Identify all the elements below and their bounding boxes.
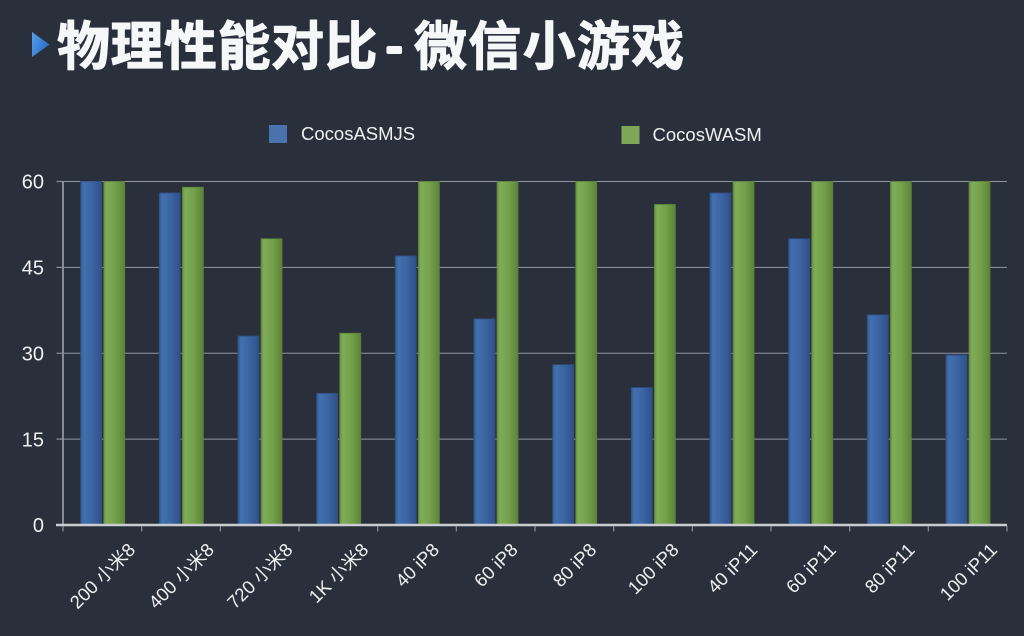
svg-text:15: 15 [22,429,44,451]
svg-text:30: 30 [22,343,44,365]
svg-text:0: 0 [33,515,44,537]
svg-text:CocosWASM: CocosWASM [653,124,762,145]
svg-text:CocosASMJS: CocosASMJS [301,123,415,144]
svg-text:45: 45 [22,258,44,280]
svg-text:60: 60 [22,172,44,194]
